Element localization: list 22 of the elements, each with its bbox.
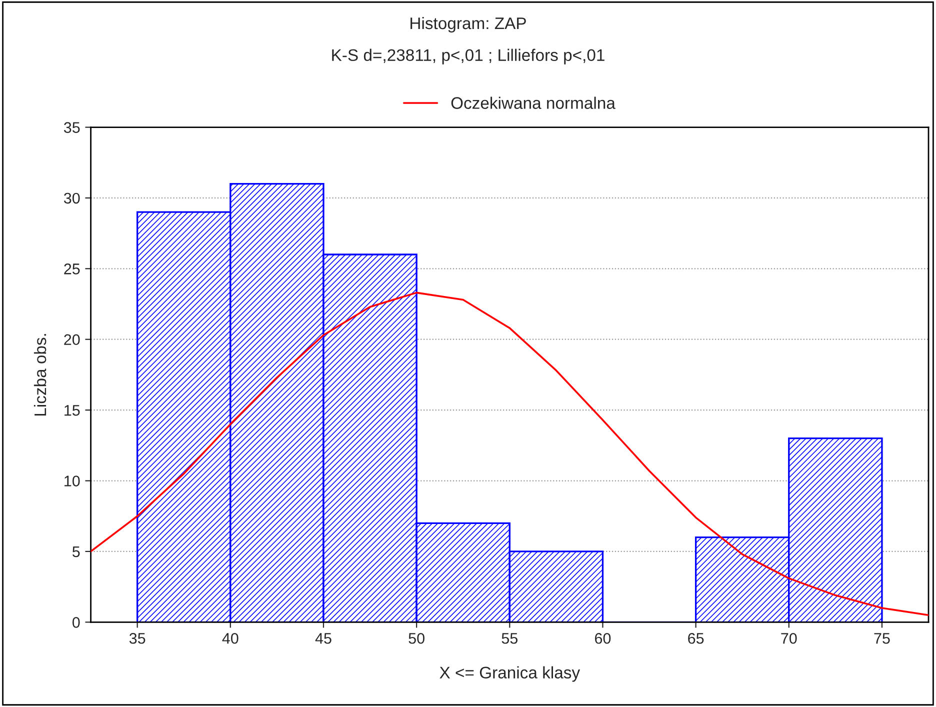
y-tick-label: 30 [64, 192, 80, 204]
y-tick-label: 5 [72, 546, 80, 558]
y-tick-label: 25 [64, 264, 80, 274]
x-tick-label: 70 [781, 632, 797, 644]
x-tick-label: 50 [408, 632, 424, 644]
y-axis-title: Liczba obs. [34, 334, 46, 416]
x-tick-label: 40 [222, 632, 238, 644]
x-tick-label: 55 [502, 633, 518, 644]
x-tick-label: 65 [688, 632, 704, 644]
x-tick-label: 75 [874, 633, 890, 644]
x-tick-label: 35 [129, 632, 146, 644]
x-axis-title: X <= Granica klasy [440, 666, 580, 682]
x-tick-label: 45 [315, 633, 332, 644]
y-tick-label: 35 [64, 122, 80, 133]
legend-label: Oczekiwana normalna [451, 96, 616, 109]
y-tick-label: 20 [64, 334, 80, 346]
y-tick-label: 15 [64, 405, 80, 416]
chart-subtitle: K-S d=,23811, p<,01 ; Lilliefors p<,01 [332, 48, 604, 64]
x-tick-label: 60 [595, 632, 611, 644]
chart-title: Histogram: ZAP [410, 16, 526, 33]
y-tick-label: 0 [72, 617, 80, 628]
y-tick-label: 10 [64, 476, 80, 486]
